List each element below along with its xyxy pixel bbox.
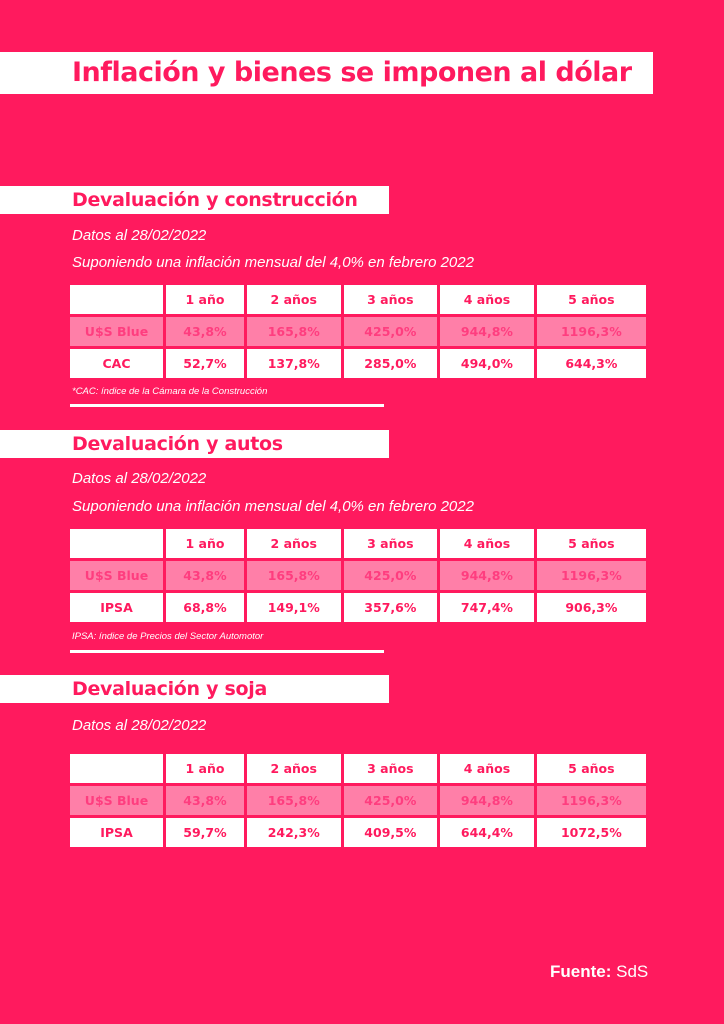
table-cell: 425,0%: [343, 317, 438, 346]
table-cell: 165,8%: [246, 317, 341, 346]
source-label: Fuente:: [550, 962, 612, 981]
row-label: IPSA: [70, 818, 163, 847]
table-cell: 165,8%: [246, 561, 341, 590]
table-cell: 59,7%: [166, 818, 244, 847]
table-cell: 5 años: [536, 529, 646, 558]
table-cell: 1196,3%: [536, 317, 646, 346]
table-cell: 2 años: [246, 285, 341, 314]
table-cell: 1 año: [166, 754, 244, 783]
table-row: U$S Blue 43,8% 165,8% 425,0% 944,8% 1196,3%: [70, 561, 646, 590]
section-heading-autos: Devaluación y autos: [0, 430, 389, 458]
table-cell: 1072,5%: [536, 818, 646, 847]
table-cell: 944,8%: [440, 317, 534, 346]
table-cell: 43,8%: [166, 561, 244, 590]
table-cell: 52,7%: [166, 349, 244, 378]
table-cell: 137,8%: [246, 349, 341, 378]
table-cell: 357,6%: [343, 593, 438, 622]
table-cell: 2 años: [246, 754, 341, 783]
table-header-row: 1 año 2 años 3 años 4 años 5 años: [70, 285, 646, 314]
section-heading-soja: Devaluación y soja: [0, 675, 389, 703]
table-cell: 68,8%: [166, 593, 244, 622]
table-cell: 425,0%: [343, 786, 438, 815]
table-cell: 5 años: [536, 285, 646, 314]
table-cell: 242,3%: [246, 818, 341, 847]
section-date: Datos al 28/02/2022: [72, 717, 207, 734]
table-cell: 5 años: [536, 754, 646, 783]
footnote: IPSA: índice de Precios del Sector Autom…: [72, 631, 264, 642]
table-cell: 2 años: [246, 529, 341, 558]
table-cell: 944,8%: [440, 786, 534, 815]
table-cell: 3 años: [343, 529, 438, 558]
table-cell: 1196,3%: [536, 561, 646, 590]
source: Fuente: SdS: [550, 962, 648, 982]
section-date: Datos al 28/02/2022: [72, 227, 207, 244]
row-label: CAC: [70, 349, 163, 378]
table-cell: 1 año: [166, 285, 244, 314]
section-date: Datos al 28/02/2022: [72, 470, 207, 487]
row-label: U$S Blue: [70, 786, 163, 815]
table-row: CAC 52,7% 137,8% 285,0% 494,0% 644,3%: [70, 349, 646, 378]
table-cell: 409,5%: [343, 818, 438, 847]
table-header-row: 1 año 2 años 3 años 4 años 5 años: [70, 529, 646, 558]
section-assumption: Suponiendo una inflación mensual del 4,0…: [72, 498, 474, 515]
table-cell: 906,3%: [536, 593, 646, 622]
table-cell: 425,0%: [343, 561, 438, 590]
row-label: [70, 754, 163, 783]
table-cell: 644,4%: [440, 818, 534, 847]
table-row: U$S Blue 43,8% 165,8% 425,0% 944,8% 1196,3%: [70, 786, 646, 815]
table-row: U$S Blue 43,8% 165,8% 425,0% 944,8% 1196,3%: [70, 317, 646, 346]
table-autos: 1 año 2 años 3 años 4 años 5 años U$S Blue 43,…: [67, 526, 649, 625]
table-cell: 644,3%: [536, 349, 646, 378]
section-heading-construccion: Devaluación y construcción: [0, 186, 389, 214]
table-cell: 3 años: [343, 754, 438, 783]
row-label: U$S Blue: [70, 317, 163, 346]
table-soja: 1 año 2 años 3 años 4 años 5 años U$S Blue 43,…: [67, 751, 649, 850]
table-row: IPSA 68,8% 149,1% 357,6% 747,4% 906,3%: [70, 593, 646, 622]
row-label: [70, 529, 163, 558]
table-cell: 4 años: [440, 529, 534, 558]
source-value: SdS: [616, 962, 649, 981]
table-cell: 149,1%: [246, 593, 341, 622]
row-label: [70, 285, 163, 314]
table-cell: 747,4%: [440, 593, 534, 622]
table-cell: 4 años: [440, 754, 534, 783]
table-row: IPSA 59,7% 242,3% 409,5% 644,4% 1072,5%: [70, 818, 646, 847]
table-cell: 43,8%: [166, 317, 244, 346]
page-title: Inflación y bienes se imponen al dólar: [0, 52, 653, 94]
footnote: *CAC: índice de la Cámara de la Construc…: [72, 386, 268, 397]
divider: [70, 650, 384, 653]
table-cell: 944,8%: [440, 561, 534, 590]
table-cell: 1196,3%: [536, 786, 646, 815]
table-cell: 4 años: [440, 285, 534, 314]
table-header-row: 1 año 2 años 3 años 4 años 5 años: [70, 754, 646, 783]
table-cell: 165,8%: [246, 786, 341, 815]
table-cell: 285,0%: [343, 349, 438, 378]
table-cell: 1 año: [166, 529, 244, 558]
table-cell: 494,0%: [440, 349, 534, 378]
table-cell: 43,8%: [166, 786, 244, 815]
row-label: U$S Blue: [70, 561, 163, 590]
table-cell: 3 años: [343, 285, 438, 314]
table-construccion: 1 año 2 años 3 años 4 años 5 años U$S Blue 43,…: [67, 282, 649, 381]
row-label: IPSA: [70, 593, 163, 622]
section-assumption: Suponiendo una inflación mensual del 4,0…: [72, 254, 474, 271]
divider: [70, 404, 384, 407]
